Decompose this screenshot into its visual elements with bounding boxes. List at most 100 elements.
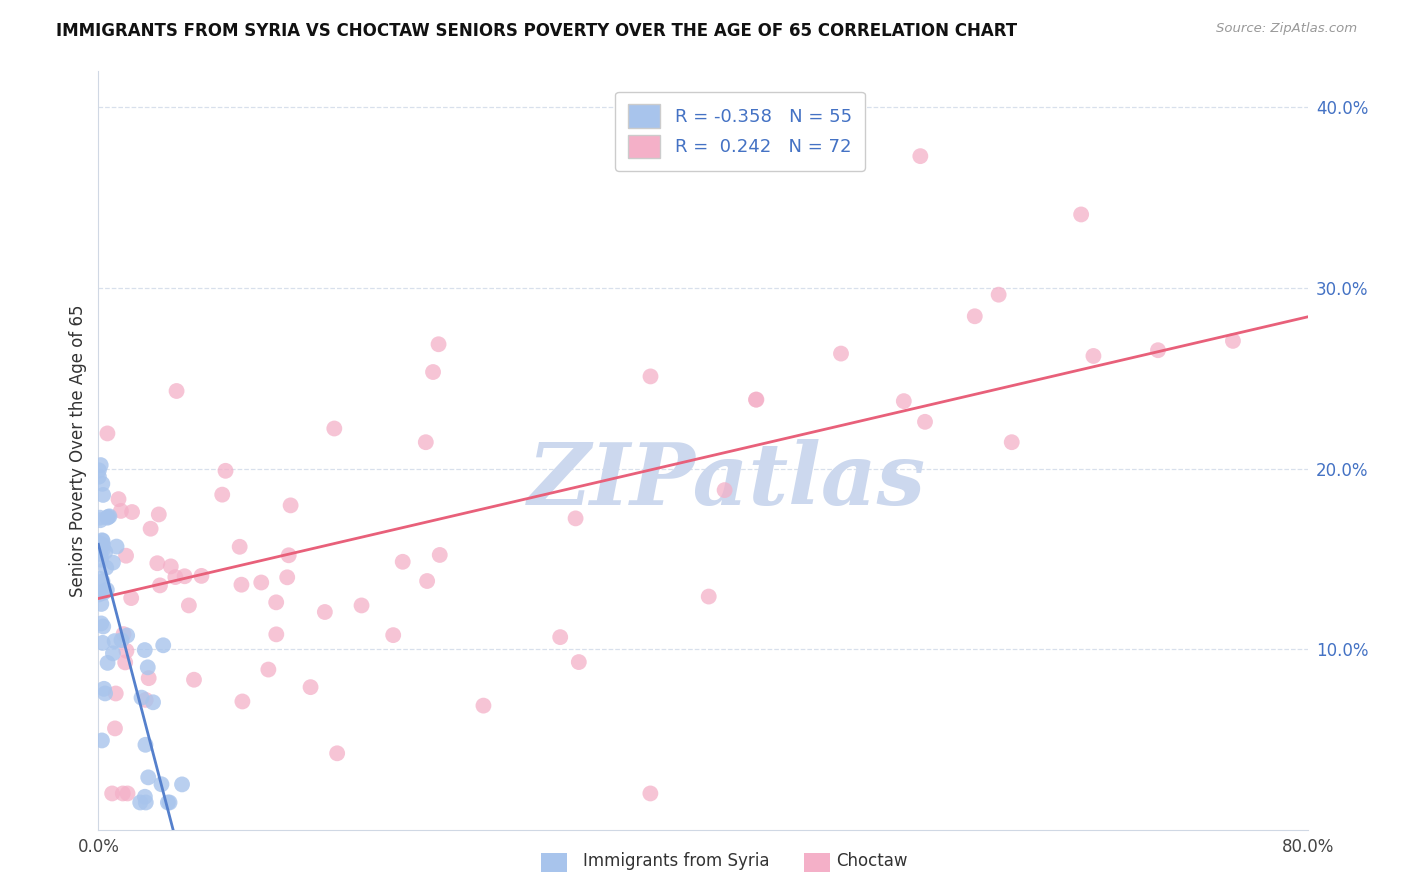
Point (89, 572, 111, 586)
Point (987, 287, 1010, 301)
Point (91, 533, 114, 548)
Point (963, 310, 986, 324)
Point (89, 547, 111, 561)
Point (105, 540, 128, 554)
Point (231, 694, 253, 708)
Point (91, 574, 114, 589)
Point (326, 747, 349, 761)
Text: Source: ZipAtlas.com: Source: ZipAtlas.com (1216, 22, 1357, 36)
Point (91, 538, 114, 552)
Point (183, 673, 205, 687)
Point (98, 509, 121, 524)
Point (131, 690, 153, 705)
Point (257, 663, 280, 677)
Point (120, 591, 142, 605)
Point (104, 634, 127, 648)
Point (177, 599, 200, 613)
Point (90, 597, 112, 611)
Point (93, 585, 115, 599)
Point (214, 464, 236, 478)
Point (135, 796, 157, 810)
Point (564, 511, 586, 525)
Point (568, 655, 591, 669)
Point (134, 789, 156, 804)
Point (136, 770, 159, 784)
Point (156, 796, 179, 810)
Point (112, 627, 135, 641)
Point (280, 499, 302, 513)
Point (640, 787, 662, 801)
Point (713, 483, 735, 497)
Point (89, 585, 111, 599)
Point (135, 693, 157, 707)
Point (415, 435, 437, 450)
Point (166, 384, 188, 398)
Point (299, 680, 322, 694)
Point (416, 574, 439, 588)
Point (165, 570, 187, 584)
Point (1147, 343, 1170, 358)
Point (115, 644, 138, 658)
Point (115, 549, 138, 563)
Point (91, 488, 114, 502)
Point (96, 510, 118, 524)
Point (427, 337, 450, 351)
Point (101, 556, 124, 570)
Text: ZIPatlas: ZIPatlas (529, 439, 927, 523)
Point (110, 633, 132, 648)
Point (101, 646, 124, 660)
Point (250, 575, 273, 590)
Point (148, 508, 170, 522)
Point (134, 643, 156, 657)
Point (101, 787, 124, 801)
Point (114, 656, 136, 670)
Point (146, 556, 169, 570)
Point (745, 392, 768, 407)
Point (893, 394, 915, 409)
Point (87, 587, 110, 601)
Text: Immigrants from Syria: Immigrants from Syria (583, 852, 770, 870)
Point (138, 671, 160, 685)
Point (173, 569, 195, 583)
Point (91, 476, 114, 491)
Point (382, 628, 405, 642)
Point (640, 369, 662, 384)
Point (228, 540, 250, 554)
Text: Choctaw: Choctaw (837, 852, 908, 870)
Point (90, 616, 112, 631)
Y-axis label: Seniors Poverty Over the Age of 65: Seniors Poverty Over the Age of 65 (69, 304, 87, 597)
Point (87, 469, 110, 483)
Point (276, 570, 298, 584)
Point (830, 346, 852, 360)
Point (111, 787, 134, 801)
Point (314, 605, 336, 619)
Point (190, 569, 212, 583)
Point (211, 488, 233, 502)
Point (1001, 435, 1024, 450)
Point (89, 513, 111, 527)
Point (149, 578, 172, 592)
Point (548, 630, 571, 644)
Point (697, 590, 720, 604)
Point (107, 492, 129, 507)
Point (93, 681, 115, 696)
Point (1083, 349, 1105, 363)
Point (110, 504, 132, 518)
Point (97, 509, 120, 524)
Point (1222, 334, 1244, 348)
Point (87, 541, 110, 556)
Point (104, 686, 127, 700)
Point (91, 619, 114, 633)
Point (264, 595, 287, 609)
Point (429, 548, 451, 562)
Point (115, 628, 138, 642)
Point (745, 392, 768, 407)
Point (89, 536, 111, 550)
Point (97, 656, 120, 670)
Point (266, 627, 288, 641)
Point (96, 560, 118, 574)
Point (152, 638, 174, 652)
Point (472, 698, 495, 713)
Point (121, 505, 143, 519)
Point (136, 660, 159, 674)
